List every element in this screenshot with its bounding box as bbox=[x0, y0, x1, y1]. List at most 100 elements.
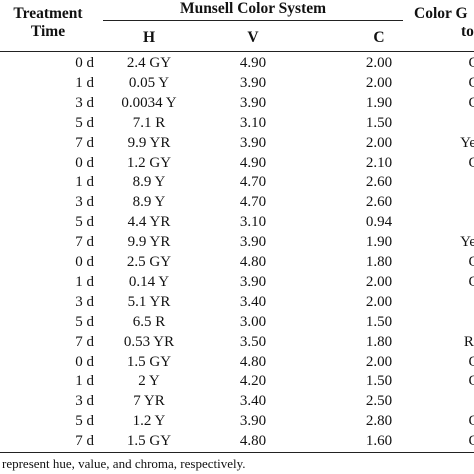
cell-c: 2.10 bbox=[365, 155, 393, 171]
cell-c: 2.60 bbox=[365, 194, 393, 210]
cell-h: 1.2 Y bbox=[132, 413, 166, 429]
cell-time: 7 d bbox=[75, 234, 94, 250]
cell-time: 5 d bbox=[75, 214, 94, 230]
cell-c: 2.00 bbox=[365, 135, 393, 151]
cell-h: 4.4 YR bbox=[127, 214, 171, 230]
cell-time: 7 d bbox=[75, 433, 94, 449]
cell-time: 1 d bbox=[75, 373, 94, 389]
header-color-group: Color G bbox=[414, 5, 468, 22]
cell-h: 8.9 Y bbox=[132, 194, 166, 210]
cell-time: 3 d bbox=[75, 194, 94, 210]
cell-c: 2.80 bbox=[365, 413, 393, 429]
cell-h: 9.9 YR bbox=[127, 234, 171, 250]
cell-h: 5.1 YR bbox=[127, 294, 171, 310]
cell-h: 0.05 Y bbox=[128, 75, 170, 91]
cell-color-group: Ol bbox=[468, 354, 474, 370]
cell-color-group: Ol bbox=[468, 274, 474, 290]
cell-color-group: Yello bbox=[460, 234, 474, 250]
cell-time: 0 d bbox=[75, 155, 94, 171]
cell-c: 1.60 bbox=[365, 433, 393, 449]
cell-v: 3.40 bbox=[239, 294, 267, 310]
cell-time: 7 d bbox=[75, 135, 94, 151]
cell-h: 7 YR bbox=[133, 393, 165, 409]
cell-color-group: Yello bbox=[460, 135, 474, 151]
cell-c: 1.50 bbox=[365, 314, 393, 330]
cell-h: 6.5 R bbox=[132, 314, 166, 330]
cell-h: 1.5 GY bbox=[126, 354, 172, 370]
cell-time: 3 d bbox=[75, 95, 94, 111]
cell-c: 0.94 bbox=[365, 214, 393, 230]
cell-color-group: Ol bbox=[468, 155, 474, 171]
cell-time: 1 d bbox=[75, 174, 94, 190]
header-color-group-line2: to bbox=[461, 23, 474, 40]
cell-c: 2.50 bbox=[365, 393, 393, 409]
header-munsell: Munsell Color System bbox=[179, 0, 327, 17]
cell-c: 1.90 bbox=[365, 95, 393, 111]
cell-h: 0.0034 Y bbox=[121, 95, 177, 111]
cell-c: 2.60 bbox=[365, 174, 393, 190]
cell-c: 2.00 bbox=[365, 294, 393, 310]
header-bottom-rule bbox=[0, 51, 474, 52]
cell-time: 3 d bbox=[75, 393, 94, 409]
cell-time: 5 d bbox=[75, 314, 94, 330]
footnote: represent hue, value, and chroma, respec… bbox=[2, 456, 246, 471]
cell-v: 3.40 bbox=[239, 393, 267, 409]
cell-v: 4.90 bbox=[239, 55, 267, 71]
cell-h: 8.9 Y bbox=[132, 174, 166, 190]
cell-time: 7 d bbox=[75, 334, 94, 350]
cell-h: 2 Y bbox=[138, 373, 160, 389]
cell-v: 4.70 bbox=[239, 194, 267, 210]
cell-time: 3 d bbox=[75, 294, 94, 310]
cell-v: 3.90 bbox=[239, 413, 267, 429]
cell-v: 3.10 bbox=[239, 115, 267, 131]
cell-h: 0.53 YR bbox=[123, 334, 175, 350]
cell-v: 4.20 bbox=[239, 373, 267, 389]
cell-v: 3.90 bbox=[239, 135, 267, 151]
header-c: C bbox=[373, 29, 385, 46]
cell-h: 2.4 GY bbox=[126, 55, 172, 71]
cell-color-group: Ol bbox=[468, 373, 474, 389]
cell-color-group: Ol bbox=[468, 95, 474, 111]
cell-time: 5 d bbox=[75, 413, 94, 429]
cell-h: 0.14 Y bbox=[128, 274, 170, 290]
cell-color-group: Ol bbox=[468, 433, 474, 449]
cell-c: 2.00 bbox=[365, 354, 393, 370]
cell-color-group: Ol bbox=[468, 55, 474, 71]
cell-time: 0 d bbox=[75, 254, 94, 270]
header-v: V bbox=[247, 29, 259, 46]
cell-c: 1.80 bbox=[365, 334, 393, 350]
cell-v: 4.90 bbox=[239, 155, 267, 171]
cell-v: 3.90 bbox=[239, 274, 267, 290]
cell-c: 1.50 bbox=[365, 115, 393, 131]
cell-time: 0 d bbox=[75, 354, 94, 370]
cell-color-group: Red bbox=[463, 334, 474, 350]
cell-c: 1.50 bbox=[365, 373, 393, 389]
cell-c: 2.00 bbox=[365, 274, 393, 290]
cell-time: 5 d bbox=[75, 115, 94, 131]
cell-v: 3.10 bbox=[239, 214, 267, 230]
table-bottom-rule bbox=[0, 452, 474, 453]
cell-color-group: Ol bbox=[468, 75, 474, 91]
cell-v: 4.70 bbox=[239, 174, 267, 190]
cell-h: 9.9 YR bbox=[127, 135, 171, 151]
cell-h: 1.5 GY bbox=[126, 433, 172, 449]
cell-v: 4.80 bbox=[239, 254, 267, 270]
cell-v: 3.50 bbox=[239, 334, 267, 350]
cell-time: 1 d bbox=[75, 274, 94, 290]
cell-v: 3.90 bbox=[239, 95, 267, 111]
cell-h: 7.1 R bbox=[132, 115, 166, 131]
cell-h: 1.2 GY bbox=[126, 155, 172, 171]
cell-h: 2.5 GY bbox=[126, 254, 172, 270]
header-treatment: Treatment bbox=[13, 5, 83, 22]
cell-color-group: Ol bbox=[468, 254, 474, 270]
munsell-underline bbox=[103, 20, 403, 21]
cell-time: 1 d bbox=[75, 75, 94, 91]
cell-v: 3.00 bbox=[239, 314, 267, 330]
cell-v: 4.80 bbox=[239, 433, 267, 449]
header-h: H bbox=[142, 29, 156, 46]
cell-c: 1.80 bbox=[365, 254, 393, 270]
cell-v: 3.90 bbox=[239, 234, 267, 250]
cell-color-group: Ol bbox=[468, 413, 474, 429]
header-time: Time bbox=[30, 23, 66, 40]
